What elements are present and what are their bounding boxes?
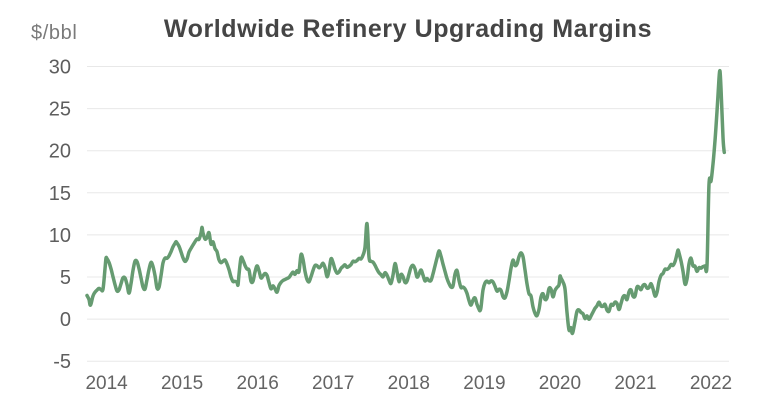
svg-text:0: 0 [60,309,71,331]
svg-text:Worldwide Refinery Upgrading M: Worldwide Refinery Upgrading Margins [164,15,652,43]
svg-text:20: 20 [49,141,71,163]
svg-text:2020: 2020 [539,373,581,394]
svg-text:5: 5 [60,267,71,289]
svg-text:15: 15 [49,183,71,205]
svg-text:2017: 2017 [312,373,354,394]
svg-text:$/bbl: $/bbl [31,22,77,44]
svg-text:2022: 2022 [690,373,732,394]
svg-text:2018: 2018 [388,373,430,394]
svg-text:2019: 2019 [463,373,505,394]
svg-text:2021: 2021 [614,373,656,394]
svg-text:10: 10 [49,225,71,247]
svg-text:30: 30 [49,57,71,79]
svg-text:-5: -5 [53,351,71,373]
svg-text:2015: 2015 [161,373,203,394]
svg-text:2014: 2014 [85,373,128,394]
svg-text:25: 25 [49,99,71,121]
svg-text:2016: 2016 [237,373,279,394]
